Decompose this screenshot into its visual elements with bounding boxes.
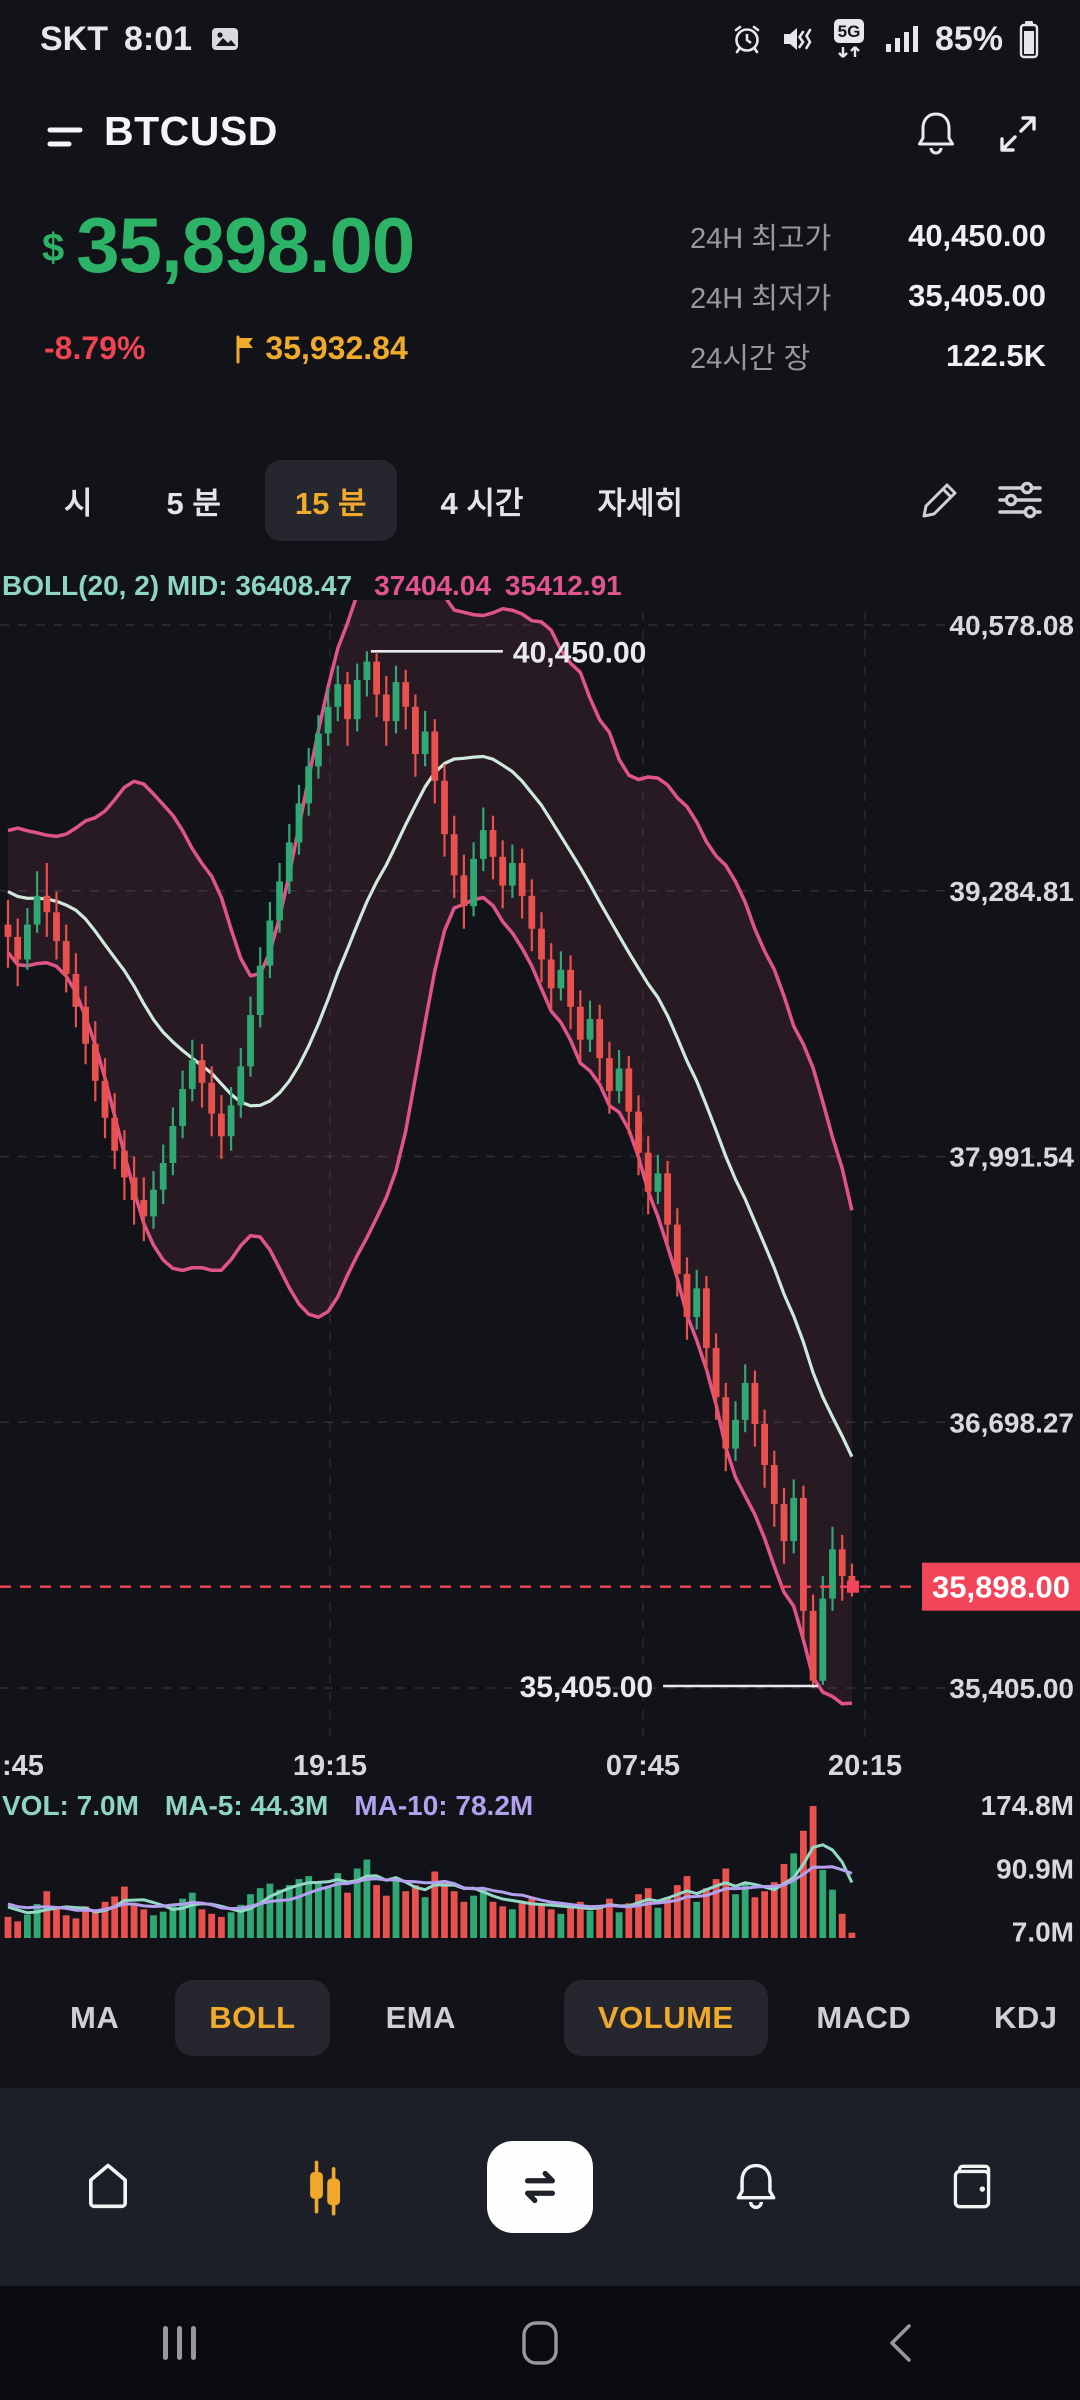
home-squircle-icon bbox=[522, 2321, 558, 2365]
android-home-button[interactable] bbox=[360, 2318, 720, 2368]
price-axis-label: 40,578.08 bbox=[949, 610, 1074, 641]
wallet-icon bbox=[944, 2158, 1000, 2216]
mark-price: 35,932.84 bbox=[233, 330, 408, 367]
time-axis-label: 07:45 bbox=[605, 1750, 681, 1782]
nav-trade[interactable] bbox=[432, 2088, 648, 2286]
change-percent: -8.79% bbox=[44, 330, 146, 366]
time-axis: :45 19:15 07:45 20:15 bbox=[0, 1750, 1080, 1788]
alarm-icon bbox=[729, 21, 765, 57]
boll-upper-value: 37404.04 bbox=[374, 570, 491, 601]
vibrate-mute-icon bbox=[780, 21, 814, 57]
stat-row-24h-high: 24H 최고가 40,450.00 bbox=[690, 206, 1046, 266]
current-price-tag bbox=[922, 1562, 1080, 1611]
timeframe-tab[interactable]: 시 bbox=[64, 485, 93, 521]
svg-text:5G: 5G bbox=[838, 22, 861, 41]
stat-row-24h-low: 24H 최저가 35,405.00 bbox=[690, 266, 1046, 326]
flag-icon bbox=[236, 335, 254, 363]
battery-percent-label: 85% bbox=[934, 19, 1003, 58]
recents-icon bbox=[163, 2326, 196, 2360]
android-recents-button[interactable] bbox=[0, 2321, 360, 2365]
symbol-title[interactable]: BTCUSD bbox=[104, 108, 278, 154]
timeframe-tab[interactable]: 15 분 bbox=[264, 459, 397, 541]
back-chevron-icon bbox=[890, 2324, 911, 2362]
boll-mid-label: BOLL(20, 2) MID: 36408.47 bbox=[2, 570, 353, 601]
price-axis-label: 39,284.81 bbox=[949, 876, 1074, 907]
price-axis-label: 35,405.00 bbox=[949, 1673, 1074, 1704]
bottom-navigation bbox=[0, 2088, 1080, 2286]
clock-label: 8:01 bbox=[124, 19, 193, 58]
stat-row-24h-volume: 24시간 장 122.5K bbox=[690, 326, 1046, 386]
time-axis-label: 19:15 bbox=[292, 1750, 368, 1782]
draw-pencil-icon[interactable] bbox=[916, 476, 964, 524]
stat-value: 122.5K bbox=[946, 338, 1046, 373]
time-axis-label: 20:15 bbox=[827, 1750, 903, 1782]
volume-legend-item: MA-5: 44.3M bbox=[164, 1790, 329, 1821]
nav-wallet[interactable] bbox=[864, 2088, 1080, 2286]
indicator-tab[interactable]: KDJ bbox=[994, 2000, 1058, 2035]
nav-alerts[interactable] bbox=[648, 2088, 864, 2286]
indicator-tab[interactable]: MA bbox=[70, 2000, 120, 2035]
timeframe-tabs: 시 5 분 15 분 4 시간 자세히 bbox=[34, 459, 713, 541]
nav-home[interactable] bbox=[0, 2088, 216, 2286]
android-navigation bbox=[0, 2286, 1080, 2400]
timeframe-tab[interactable]: 자세히 bbox=[597, 485, 683, 521]
menu-icon[interactable] bbox=[42, 116, 90, 160]
home-icon bbox=[79, 2158, 137, 2216]
stat-value: 40,450.00 bbox=[908, 218, 1046, 253]
stat-value: 35,405.00 bbox=[908, 278, 1046, 313]
stat-label: 24H 최고가 bbox=[690, 223, 832, 255]
timeframe-tab[interactable]: 4 시간 bbox=[440, 485, 524, 521]
fullscreen-expand-icon[interactable] bbox=[992, 108, 1044, 160]
indicator-tab[interactable]: VOLUME bbox=[563, 1980, 768, 2056]
volume-axis-label: 90.9M bbox=[996, 1853, 1074, 1884]
trade-pill bbox=[487, 2141, 593, 2233]
currency-symbol: $ bbox=[42, 226, 65, 270]
volume-legend-item: VOL: 7.0M bbox=[2, 1790, 139, 1821]
volume-axis-label: 174.8M bbox=[981, 1795, 1074, 1821]
battery-icon bbox=[1018, 19, 1040, 59]
last-price: 35,898.00 bbox=[76, 201, 415, 289]
sub-indicator-tabs: VOLUMEMACDKDJ자세히 bbox=[563, 1953, 1080, 2083]
candlestick-chart[interactable]: 40,450.00 35,405.00 35,898.00 40,578.08 39,2… bbox=[0, 600, 1080, 1745]
candlestick-icon bbox=[295, 2156, 353, 2218]
high-annotation: 40,450.00 bbox=[513, 636, 646, 669]
stat-label: 24시간 장 bbox=[690, 343, 811, 375]
indicator-tab[interactable]: EMA bbox=[385, 2000, 456, 2035]
nav-markets[interactable] bbox=[216, 2088, 432, 2286]
signal-strength-icon bbox=[884, 22, 920, 56]
timeframe-bar: 시 5 분 15 분 4 시간 자세히 bbox=[0, 452, 1080, 548]
chart-settings-icon[interactable] bbox=[994, 476, 1046, 524]
carrier-label: SKT bbox=[40, 19, 108, 58]
price-axis-label: 37,991.54 bbox=[949, 1142, 1074, 1173]
exchange-arrows-icon bbox=[524, 2170, 556, 2204]
indicator-tab[interactable]: MACD bbox=[816, 2000, 912, 2035]
ticker-stats: 24H 최고가 40,450.00 24H 최저가 35,405.00 24시간… bbox=[690, 206, 1046, 386]
overlay-indicator-tabs: MA BOLL EMA bbox=[36, 1980, 512, 2056]
android-back-button[interactable] bbox=[720, 2319, 1080, 2367]
volume-legend: VOL: 7.0M MA-5: 44.3M MA-10: 78.2M bbox=[2, 1790, 533, 1822]
indicator-tab[interactable]: BOLL bbox=[175, 1980, 330, 2056]
timeframe-tab[interactable]: 5 분 bbox=[166, 485, 221, 521]
stat-label: 24H 최저가 bbox=[690, 283, 832, 315]
low-annotation: 35,405.00 bbox=[520, 1671, 653, 1704]
app-header: BTCUSD bbox=[0, 92, 1080, 184]
volume-legend-item: MA-10: 78.2M bbox=[354, 1790, 534, 1821]
time-axis-label: :45 bbox=[2, 1750, 44, 1782]
current-price-label: 35,898.00 bbox=[932, 1570, 1070, 1605]
volume-axis-label: 7.0M bbox=[1012, 1917, 1074, 1948]
price-axis-label: 36,698.27 bbox=[949, 1407, 1074, 1438]
boll-lower-value: 35412.91 bbox=[504, 570, 622, 601]
boll-legend: BOLL(20, 2) MID: 36408.47 37404.04 35412.9… bbox=[2, 570, 622, 602]
screenshot-notification-icon bbox=[208, 22, 242, 56]
bell-icon bbox=[728, 2157, 784, 2217]
price-block: $ 35,898.00 bbox=[42, 200, 415, 291]
5g-network-icon: 5G bbox=[829, 17, 869, 61]
status-bar: SKT 8:01 5G 85% bbox=[0, 0, 1080, 78]
volume-chart[interactable]: 174.8M 90.9M 7.0M bbox=[0, 1795, 1080, 1950]
bell-icon[interactable] bbox=[910, 106, 962, 162]
